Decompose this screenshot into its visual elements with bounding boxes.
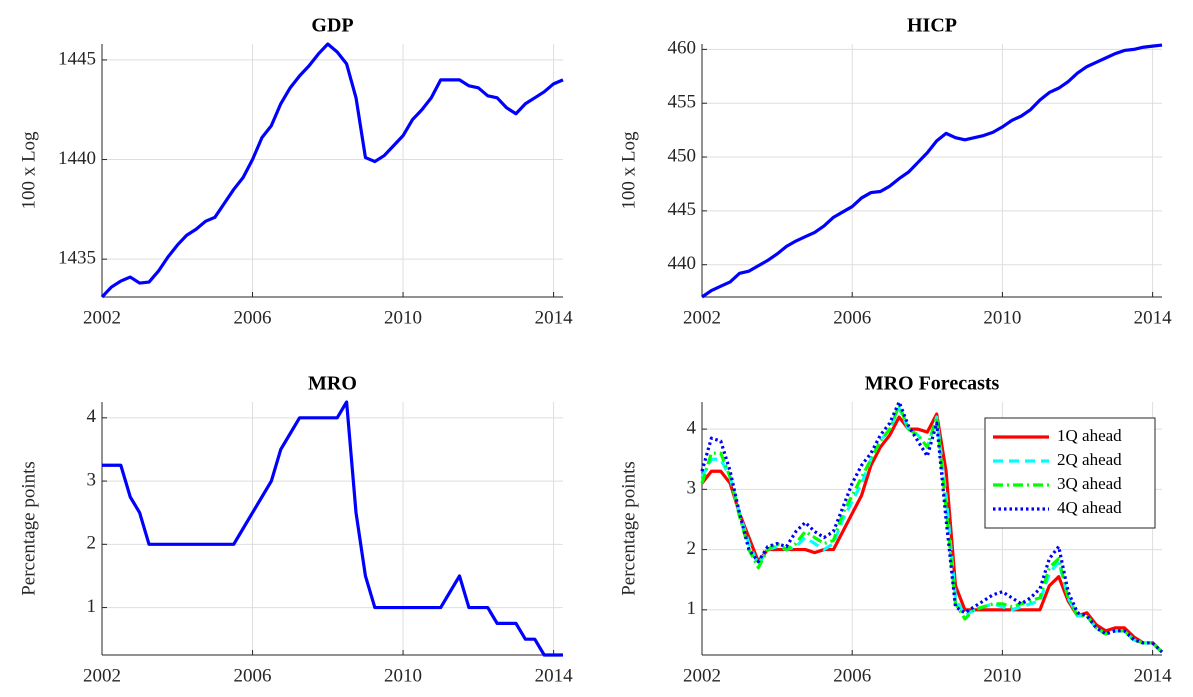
y-tick-label: 4 xyxy=(687,417,697,438)
plot-area xyxy=(100,42,564,299)
y-tick-label: 2 xyxy=(87,533,97,554)
chart-title: GDP xyxy=(311,15,353,37)
series-line xyxy=(700,403,1164,654)
chart-title: MRO xyxy=(308,373,357,395)
legend-label: 2Q ahead xyxy=(1057,450,1122,469)
y-tick-label: 450 xyxy=(668,145,697,166)
x-tick-label: 2014 xyxy=(1134,307,1173,328)
plot-area xyxy=(700,400,1164,654)
y-tick-label: 4 xyxy=(87,406,97,427)
x-tick-label: 2002 xyxy=(83,665,121,686)
y-axis-label: Percentage points xyxy=(18,461,39,596)
legend-label: 1Q ahead xyxy=(1057,426,1122,445)
x-tick-label: 2014 xyxy=(535,307,574,328)
chart-title: MRO Forecasts xyxy=(865,373,1000,395)
y-axis-label: 100 x Log xyxy=(18,131,39,210)
series-line xyxy=(100,42,564,299)
y-tick-label: 3 xyxy=(87,469,97,490)
plot-area xyxy=(701,43,1163,299)
x-tick-label: 2006 xyxy=(234,307,272,328)
series-line xyxy=(700,412,1164,654)
x-tick-label: 2010 xyxy=(384,665,422,686)
legend: 1Q ahead 2Q ahead 3Q ahead 4Q ahead xyxy=(984,417,1156,529)
x-tick-label: 2002 xyxy=(83,307,121,328)
y-axis-label: 100 x Log xyxy=(618,131,639,210)
x-tick-label: 2014 xyxy=(1134,665,1173,686)
y-tick-label: 1440 xyxy=(58,148,96,169)
legend-label: 4Q ahead xyxy=(1057,498,1122,517)
y-tick-label: 2 xyxy=(687,538,697,559)
y-tick-label: 460 xyxy=(668,38,697,59)
subplot: 1 2 3 4 2002 2006 2010 2014 MRO Percentage points xyxy=(18,373,573,687)
y-tick-label: 3 xyxy=(687,478,697,499)
subplot: 1435 1440 1445 2002 2006 2010 2014 GDP 100 x Log xyxy=(18,15,573,329)
x-tick-label: 2010 xyxy=(384,307,422,328)
series-line xyxy=(701,43,1163,299)
y-axis-label: Percentage points xyxy=(618,461,639,596)
x-tick-label: 2010 xyxy=(983,307,1021,328)
y-tick-label: 440 xyxy=(668,253,697,274)
plot-area xyxy=(102,400,563,657)
x-tick-label: 2014 xyxy=(535,665,574,686)
y-tick-label: 1 xyxy=(687,598,697,619)
chart-title: HICP xyxy=(907,15,957,37)
y-tick-label: 1435 xyxy=(58,248,96,269)
series-line xyxy=(102,400,563,657)
y-tick-label: 1 xyxy=(87,596,97,617)
x-tick-label: 2010 xyxy=(983,665,1021,686)
subplot: 1 2 3 4 2002 2006 2010 2014 MRO Forecasts Percent… xyxy=(618,373,1172,687)
x-tick-label: 2006 xyxy=(833,665,871,686)
y-tick-label: 445 xyxy=(668,199,697,220)
y-tick-label: 455 xyxy=(668,92,697,113)
x-tick-label: 2002 xyxy=(683,307,721,328)
x-tick-label: 2002 xyxy=(683,665,721,686)
legend-label: 3Q ahead xyxy=(1057,474,1122,493)
subplot: 440 445 450 455 460 2002 2006 2010 2014 HICP 100 x… xyxy=(618,15,1172,329)
y-tick-label: 1445 xyxy=(58,48,96,69)
x-tick-label: 2006 xyxy=(234,665,272,686)
x-tick-label: 2006 xyxy=(833,307,871,328)
